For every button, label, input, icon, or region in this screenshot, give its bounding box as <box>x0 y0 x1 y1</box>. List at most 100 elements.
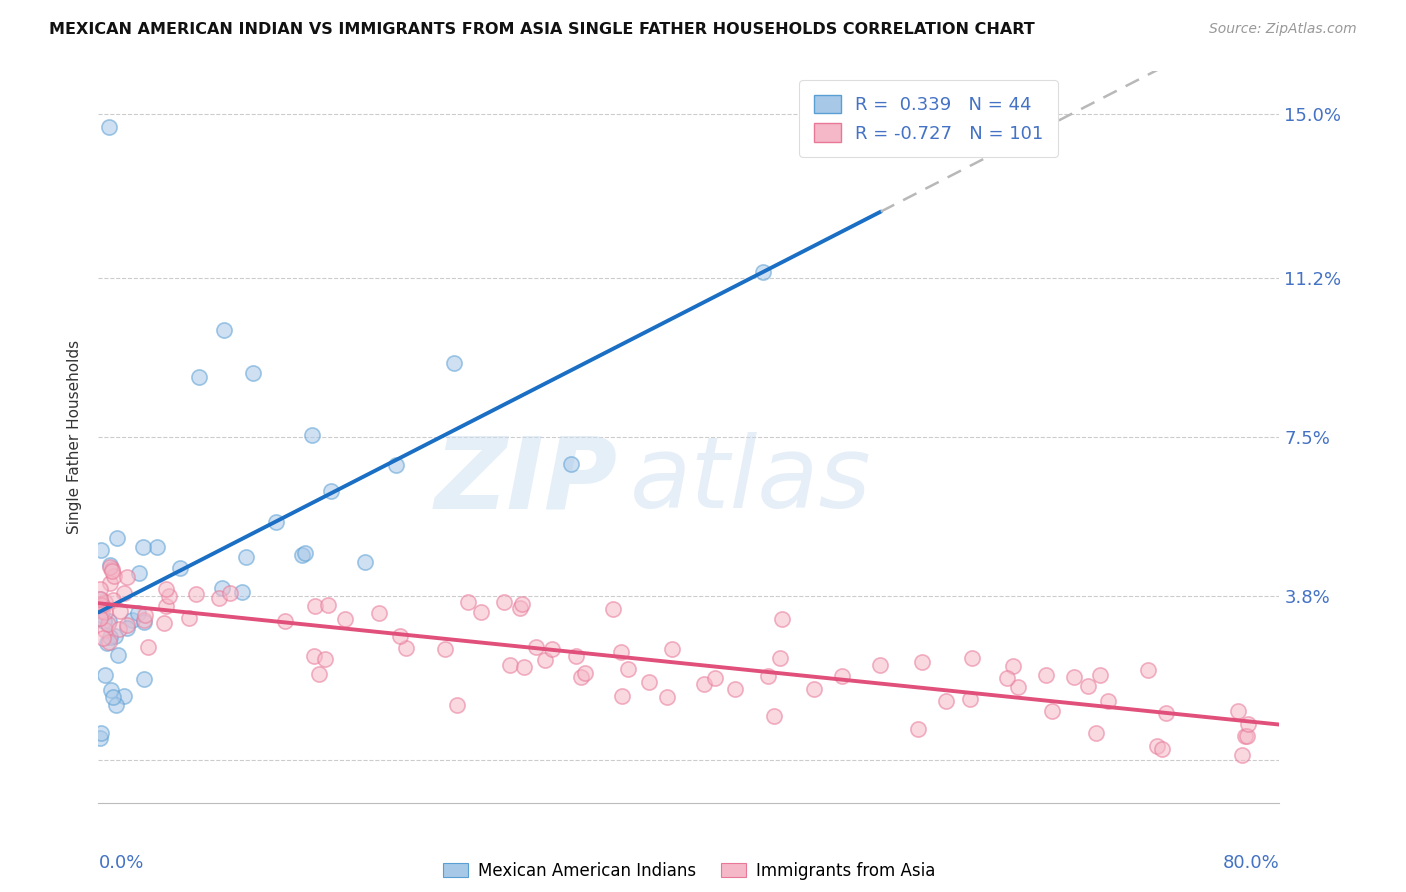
Point <box>1236 730 1258 744</box>
Point <box>564 649 586 664</box>
Point <box>274 614 297 628</box>
Point <box>115 570 138 584</box>
Point <box>294 546 316 560</box>
Point <box>103 569 125 583</box>
Point <box>242 366 264 380</box>
Point <box>492 595 515 609</box>
Point <box>211 581 233 595</box>
Point <box>443 356 465 370</box>
Point <box>911 656 934 670</box>
Point <box>1146 739 1168 753</box>
Point <box>301 427 323 442</box>
Point <box>169 561 191 575</box>
Point <box>831 668 853 682</box>
Point <box>541 642 564 657</box>
Point <box>569 670 592 684</box>
Point <box>132 541 155 555</box>
Point <box>108 605 131 619</box>
Point <box>128 566 150 581</box>
Point <box>1226 704 1249 718</box>
Point <box>177 611 200 625</box>
Point <box>90 608 112 623</box>
Point <box>91 599 114 613</box>
Point <box>219 586 242 600</box>
Point <box>574 665 596 680</box>
Point <box>98 559 121 574</box>
Point <box>132 672 155 686</box>
Point <box>105 532 128 546</box>
Point <box>231 585 253 599</box>
Point <box>1154 706 1177 721</box>
Point <box>89 611 111 625</box>
Point <box>291 548 314 562</box>
Point <box>1152 742 1174 756</box>
Point <box>146 540 169 554</box>
Point <box>134 607 156 622</box>
Point <box>510 597 533 611</box>
Point <box>101 690 124 705</box>
Point <box>112 586 135 600</box>
Point <box>89 591 111 606</box>
Point <box>693 677 716 691</box>
Point <box>1002 659 1025 673</box>
Point <box>132 613 155 627</box>
Point <box>661 642 683 657</box>
Text: MEXICAN AMERICAN INDIAN VS IMMIGRANTS FROM ASIA SINGLE FATHER HOUSEHOLDS CORRELA: MEXICAN AMERICAN INDIAN VS IMMIGRANTS FR… <box>49 22 1035 37</box>
Point <box>995 671 1018 685</box>
Point <box>1084 725 1107 739</box>
Point <box>1237 716 1260 731</box>
Point <box>756 669 779 683</box>
Point <box>100 562 122 576</box>
Point <box>1007 680 1029 694</box>
Text: 80.0%: 80.0% <box>1223 855 1279 872</box>
Point <box>89 598 111 612</box>
Point <box>107 648 129 662</box>
Point <box>98 614 121 628</box>
Point <box>1035 668 1057 682</box>
Point <box>93 606 115 620</box>
Legend: Mexican American Indians, Immigrants from Asia: Mexican American Indians, Immigrants fro… <box>436 855 942 887</box>
Point <box>155 582 177 596</box>
Point <box>98 634 121 648</box>
Point <box>90 543 112 558</box>
Point <box>115 617 138 632</box>
Point <box>869 657 891 672</box>
Text: Source: ZipAtlas.com: Source: ZipAtlas.com <box>1209 22 1357 37</box>
Point <box>117 621 139 635</box>
Point <box>1090 668 1112 682</box>
Point <box>1230 748 1253 763</box>
Point <box>513 660 536 674</box>
Point <box>89 582 111 597</box>
Point <box>752 265 775 279</box>
Point <box>524 640 547 654</box>
Point <box>638 675 661 690</box>
Point <box>657 690 679 705</box>
Point <box>395 641 418 656</box>
Point <box>470 605 492 619</box>
Point <box>770 612 793 626</box>
Point <box>610 690 633 704</box>
Point <box>457 594 479 608</box>
Point <box>93 668 115 682</box>
Point <box>93 631 115 645</box>
Point <box>127 606 149 620</box>
Point <box>105 698 128 713</box>
Point <box>534 653 557 667</box>
Point <box>103 593 125 607</box>
Text: ZIP: ZIP <box>434 433 619 530</box>
Text: atlas: atlas <box>630 433 872 530</box>
Point <box>609 645 631 659</box>
Point <box>153 615 176 630</box>
Point <box>96 636 118 650</box>
Point <box>1097 694 1119 708</box>
Point <box>446 698 468 713</box>
Point <box>93 623 115 637</box>
Point <box>704 671 727 685</box>
Point <box>724 681 747 696</box>
Point <box>90 725 112 739</box>
Point <box>235 549 257 564</box>
Point <box>155 599 177 613</box>
Point <box>385 458 408 473</box>
Point <box>1136 663 1159 677</box>
Point <box>94 595 117 609</box>
